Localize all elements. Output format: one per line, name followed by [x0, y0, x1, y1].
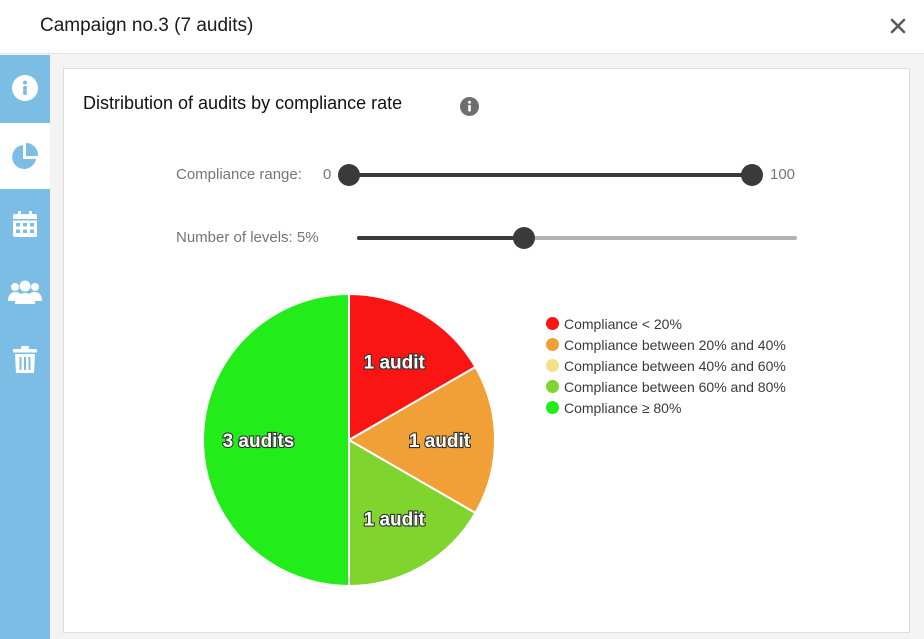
legend-label: Compliance ≥ 80%	[564, 399, 682, 416]
slice-label: 1 audit	[364, 509, 426, 530]
pie-slice	[346, 365, 496, 515]
sidebar-item-delete[interactable]	[0, 327, 50, 393]
levels-thumb[interactable]	[513, 227, 536, 249]
pie-chart: 1 audit 1 audit 1 audit 3 audits	[202, 292, 496, 588]
legend-label: Compliance between 60% and 80%	[564, 378, 786, 395]
pie-chart-icon	[12, 142, 39, 169]
panel-title: Distribution of audits by compliance rat…	[83, 93, 403, 113]
legend-item: Compliance between 40% and 60%	[546, 355, 786, 376]
legend-item: Compliance between 60% and 80%	[546, 376, 786, 397]
chart-legend: Compliance < 20% Compliance between 20% a…	[546, 313, 786, 418]
dialog-header: Campaign no.3 (7 audits)	[0, 0, 924, 54]
legend-item: Compliance ≥ 80%	[546, 397, 786, 418]
info-icon	[460, 97, 479, 116]
close-button[interactable]	[888, 15, 908, 37]
levels-label: Number of levels: 5%	[176, 229, 319, 246]
close-icon	[890, 18, 906, 34]
sidebar	[0, 55, 50, 639]
users-icon	[8, 280, 42, 304]
legend-item: Compliance < 20%	[546, 313, 786, 334]
legend-swatch	[546, 359, 559, 372]
sidebar-item-calendar[interactable]	[0, 191, 50, 257]
legend-swatch	[546, 338, 559, 351]
info-icon	[12, 75, 38, 101]
calendar-icon	[13, 211, 37, 237]
distribution-panel: Distribution of audits by compliance rat…	[63, 68, 910, 633]
sidebar-item-distribution[interactable]	[0, 123, 50, 189]
levels-track[interactable]	[357, 236, 797, 240]
legend-swatch	[546, 380, 559, 393]
compliance-range-min-thumb[interactable]	[338, 164, 360, 186]
legend-label: Compliance between 20% and 40%	[564, 336, 786, 353]
slice-label: 3 audits	[223, 431, 295, 452]
compliance-range-track[interactable]	[349, 173, 752, 177]
legend-item: Compliance between 20% and 40%	[546, 334, 786, 355]
dialog-title: Campaign no.3 (7 audits)	[40, 15, 254, 36]
slice-label: 1 audit	[364, 353, 426, 374]
pie-slice	[348, 292, 477, 442]
sidebar-item-users[interactable]	[0, 259, 50, 325]
legend-label: Compliance between 40% and 60%	[564, 357, 786, 374]
compliance-range-max: 100	[770, 166, 796, 183]
sidebar-item-info[interactable]	[0, 55, 50, 121]
levels-track-fill	[357, 236, 525, 240]
legend-swatch	[546, 317, 559, 330]
title-info-button[interactable]	[460, 97, 479, 116]
compliance-range-min: 0	[323, 166, 332, 183]
legend-label: Compliance < 20%	[564, 315, 682, 332]
compliance-range-label: Compliance range:	[176, 166, 302, 183]
compliance-range-max-thumb[interactable]	[741, 164, 763, 186]
pie-slice	[348, 438, 477, 588]
pie-slice	[202, 292, 350, 588]
legend-swatch	[546, 401, 559, 414]
slice-label: 1 audit	[409, 431, 471, 452]
trash-icon	[13, 346, 37, 373]
